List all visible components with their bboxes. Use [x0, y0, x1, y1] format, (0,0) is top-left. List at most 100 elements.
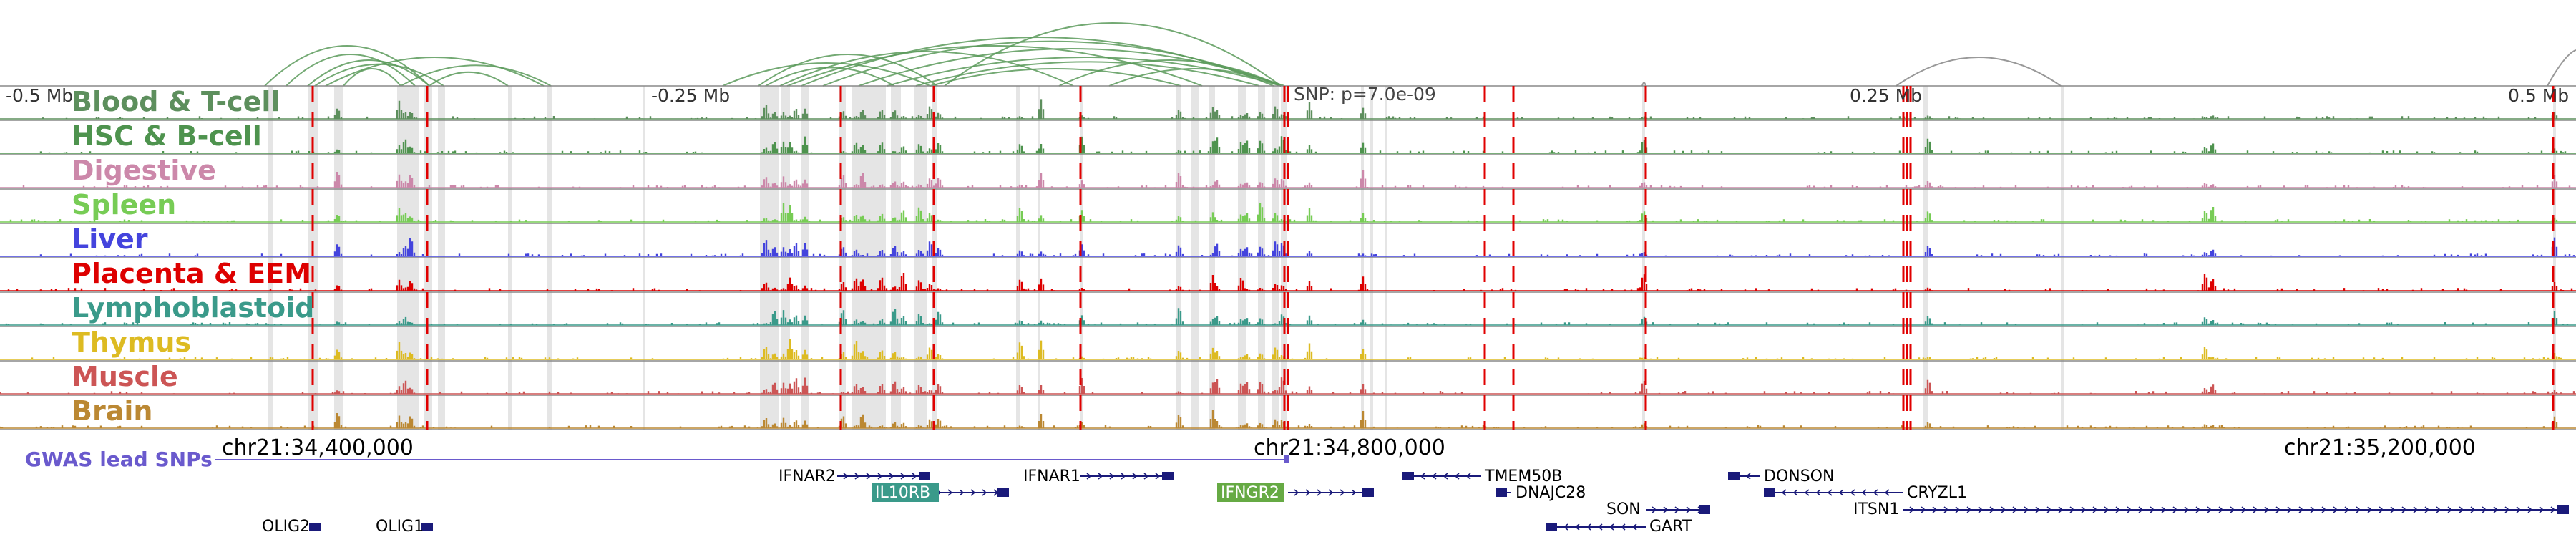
gene-label: SON	[1606, 500, 1641, 518]
gene-strand-arrow	[1932, 506, 1938, 513]
gene-strand-arrow	[2195, 506, 2201, 513]
gene-strand-arrow	[2390, 506, 2396, 513]
gene-strand-arrow	[2058, 506, 2064, 513]
gene-strand-arrow	[1351, 489, 1357, 496]
chromatin-link-arc	[722, 62, 931, 87]
gene-strand-arrow	[1978, 506, 1984, 513]
gene-strand-arrow	[2035, 506, 2041, 513]
gene-strand-arrow	[1609, 523, 1614, 531]
signal-2	[22, 170, 2571, 188]
gene-strand-arrow	[2081, 506, 2087, 513]
gene-strand-arrow	[2241, 506, 2247, 513]
track-label: Blood & T-cell	[72, 86, 280, 117]
gene-label: GART	[1649, 518, 1692, 536]
chromatin-link-arc	[765, 67, 895, 87]
gene-label: ITSN1	[1853, 500, 1899, 518]
chromatin-link-arc	[858, 48, 1285, 87]
gene-strand-arrow	[1109, 473, 1115, 480]
gene-strand-arrow	[1943, 506, 1949, 513]
gene-strand-arrow	[1861, 489, 1867, 496]
chromatin-link-arc	[1641, 82, 1646, 87]
gene-strand-arrow	[1420, 473, 1425, 480]
track-label: Thymus	[72, 326, 191, 358]
gene-highlight-box	[1217, 483, 1284, 502]
gene-strand-arrow	[1652, 506, 1657, 513]
gene-strand-arrow	[1121, 473, 1126, 480]
gene-exon	[1764, 488, 1775, 497]
gene-strand-arrow	[1586, 523, 1591, 531]
chromatin-link-arc	[307, 59, 430, 87]
chromatin-link-arc	[944, 22, 1282, 87]
snp-pvalue-label: SNP: p=7.0e-09	[1294, 84, 1436, 105]
chromatin-link-arc	[801, 37, 1274, 87]
gene-strand-arrow	[1921, 506, 1926, 513]
gene-strand-arrow	[1574, 523, 1580, 531]
track-label: HSC & B-cell	[72, 120, 262, 152]
gene-strand-arrow	[2447, 506, 2453, 513]
gene-strand-arrow	[2275, 506, 2281, 513]
chromatin-link-arc	[264, 45, 430, 87]
gene-strand-arrow	[2527, 506, 2533, 513]
gene-strand-arrow	[2184, 506, 2190, 513]
gene-strand-arrow	[2424, 506, 2430, 513]
gene-strand-arrow	[1317, 489, 1322, 496]
gene-strand-arrow	[2253, 506, 2258, 513]
track-label: Lymphoblastoid	[72, 292, 314, 324]
gene-strand-arrow	[2207, 506, 2212, 513]
gene-strand-arrow	[947, 489, 953, 496]
gene-exon	[1728, 472, 1740, 480]
gene-highlight-box	[872, 483, 939, 502]
chromatin-link-arc	[1108, 68, 1282, 87]
gene-strand-arrow	[1143, 473, 1149, 480]
gene-strand-arrow	[2001, 506, 2006, 513]
gene-strand-arrow	[2539, 506, 2545, 513]
gene-strand-arrow	[1989, 506, 1995, 513]
gene-strand-arrow	[1663, 506, 1669, 513]
gene-exon	[1362, 488, 1374, 497]
chromatin-link-arc	[915, 61, 1260, 87]
gene-strand-arrow	[866, 473, 872, 480]
gwas-track-label: GWAS lead SNPs	[25, 448, 213, 471]
signal-0	[42, 99, 2565, 119]
gene-strand-arrow	[1827, 489, 1833, 496]
chromatin-link-arc	[930, 68, 1181, 87]
coordinate-label: chr21:34,400,000	[222, 435, 414, 460]
gene-label: DNAJC28	[1516, 484, 1586, 502]
gene-strand-arrow	[2138, 506, 2144, 513]
chromatin-link-arc	[887, 57, 1282, 87]
gwas-lead-snp	[1284, 455, 1289, 463]
gene-strand-arrow	[1340, 489, 1345, 496]
gene-strand-arrow	[1454, 473, 1460, 480]
gene-strand-arrow	[1563, 523, 1568, 531]
gene-exon	[997, 488, 1009, 497]
gene-strand-arrow	[1955, 506, 1961, 513]
track-label: Placenta & EEM	[72, 258, 311, 289]
gene-strand-arrow	[1328, 489, 1334, 496]
gene-strand-arrow	[1132, 473, 1138, 480]
gene-strand-arrow	[1781, 489, 1787, 496]
gene-strand-arrow	[1792, 489, 1798, 496]
signal-5	[7, 273, 2573, 291]
gene-strand-arrow	[2298, 506, 2304, 513]
chromatin-links	[264, 22, 2576, 87]
gene-exon	[421, 523, 433, 531]
chromatin-link-arc	[758, 54, 938, 87]
gene-strand-arrow	[2482, 506, 2487, 513]
gene-strand-arrow	[1909, 506, 1915, 513]
gene-label: OLIG2	[262, 518, 310, 536]
gene-label: DONSON	[1764, 468, 1834, 485]
signal-6	[5, 308, 2569, 325]
gene-strand-arrow	[1804, 489, 1810, 496]
gene-strand-arrow	[2172, 506, 2178, 513]
gene-strand-arrow	[2230, 506, 2235, 513]
gene-strand-arrow	[854, 473, 860, 480]
chromatin-link-arc	[429, 71, 509, 87]
gene-label: IFNAR1	[1023, 468, 1080, 485]
gene-strand-arrow	[1884, 489, 1890, 496]
scale-tick-label: -0.5 Mb	[6, 85, 73, 106]
gene-strand-arrow	[2069, 506, 2075, 513]
gene-strand-arrow	[2504, 506, 2510, 513]
gene-strand-arrow	[1873, 489, 1878, 496]
